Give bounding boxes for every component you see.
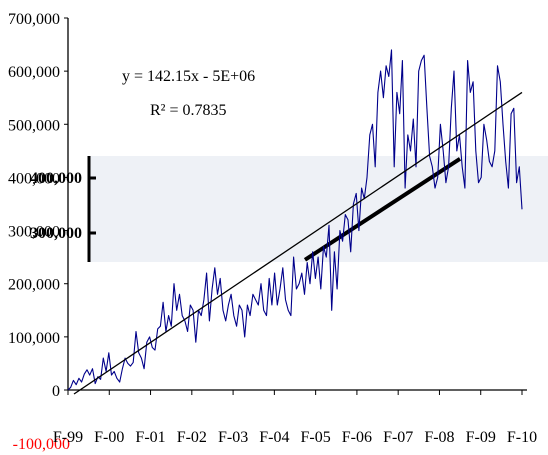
trendline-equation: y = 142.15x - 5E+06 <box>122 68 255 85</box>
x-tick-label: F-10 <box>507 429 537 446</box>
trendline-group <box>73 91 523 395</box>
series-line <box>67 49 523 391</box>
y-tick-label: 400,000 <box>8 170 60 187</box>
overlay-band-background <box>88 156 548 262</box>
x-tick-label: F-99 <box>53 429 83 446</box>
x-tick-label: F-05 <box>301 429 331 446</box>
x-tick-label: F-02 <box>177 429 207 446</box>
y-tick-label: 200,000 <box>8 277 60 294</box>
series-group <box>67 49 523 391</box>
x-tick-label: F-09 <box>466 429 496 446</box>
y-tick-label: 500,000 <box>8 117 60 134</box>
y-tick-label: 100,000 <box>8 330 60 347</box>
overlay-band-label: 300,000 <box>30 225 82 242</box>
x-tick-label: F-03 <box>218 429 248 446</box>
x-tick-label: F-00 <box>94 429 124 446</box>
overlay-band-thick-trend <box>303 157 462 262</box>
x-tick-label: F-06 <box>342 429 372 446</box>
y-tick-label: -100,000 <box>13 436 70 453</box>
x-tick-label: F-04 <box>259 429 289 446</box>
x-ticks: F-99 F-00 F-01 F-02 F-03 F-04 F-05 F-06 F-07 F-08… <box>53 390 537 446</box>
y-ticks: -100,000 0 100,000 200,000 300,000 400,000 500… <box>8 11 70 453</box>
y-tick-label: 0 <box>52 383 60 400</box>
x-tick-label: F-08 <box>424 429 454 446</box>
x-tick-label: F-07 <box>383 429 413 446</box>
y-tick-label: 300,000 <box>8 224 60 241</box>
y-tick-label: 700,000 <box>8 11 60 28</box>
trendline <box>73 91 523 395</box>
y-tick-label: 600,000 <box>8 64 60 81</box>
x-tick-label: F-01 <box>135 429 165 446</box>
overlay-band-label: 400,000 <box>30 170 82 187</box>
overlay-band: 400,000 300,000 <box>30 156 548 262</box>
trendline-r2: R² = 0.7835 <box>150 102 227 119</box>
